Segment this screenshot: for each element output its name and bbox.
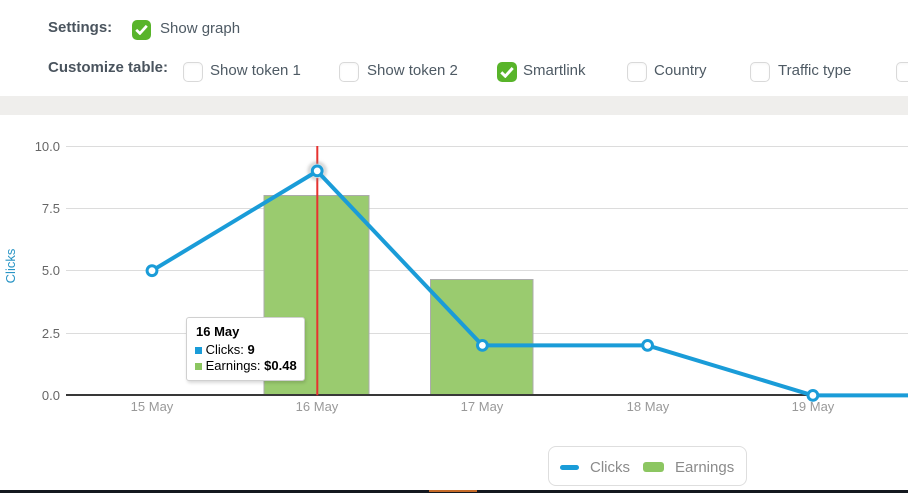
svg-text:18 May: 18 May xyxy=(627,399,670,414)
svg-text:0.0: 0.0 xyxy=(42,388,60,403)
svg-text:16 May: 16 May xyxy=(296,399,339,414)
svg-text:2.5: 2.5 xyxy=(42,326,60,341)
svg-text:Clicks: Clicks xyxy=(3,248,18,283)
svg-text:17 May: 17 May xyxy=(461,399,504,414)
svg-text:19 May: 19 May xyxy=(792,399,835,414)
svg-text:7.5: 7.5 xyxy=(42,201,60,216)
svg-text:5.0: 5.0 xyxy=(42,263,60,278)
svg-text:10.0: 10.0 xyxy=(35,139,60,154)
svg-text:15 May: 15 May xyxy=(131,399,174,414)
